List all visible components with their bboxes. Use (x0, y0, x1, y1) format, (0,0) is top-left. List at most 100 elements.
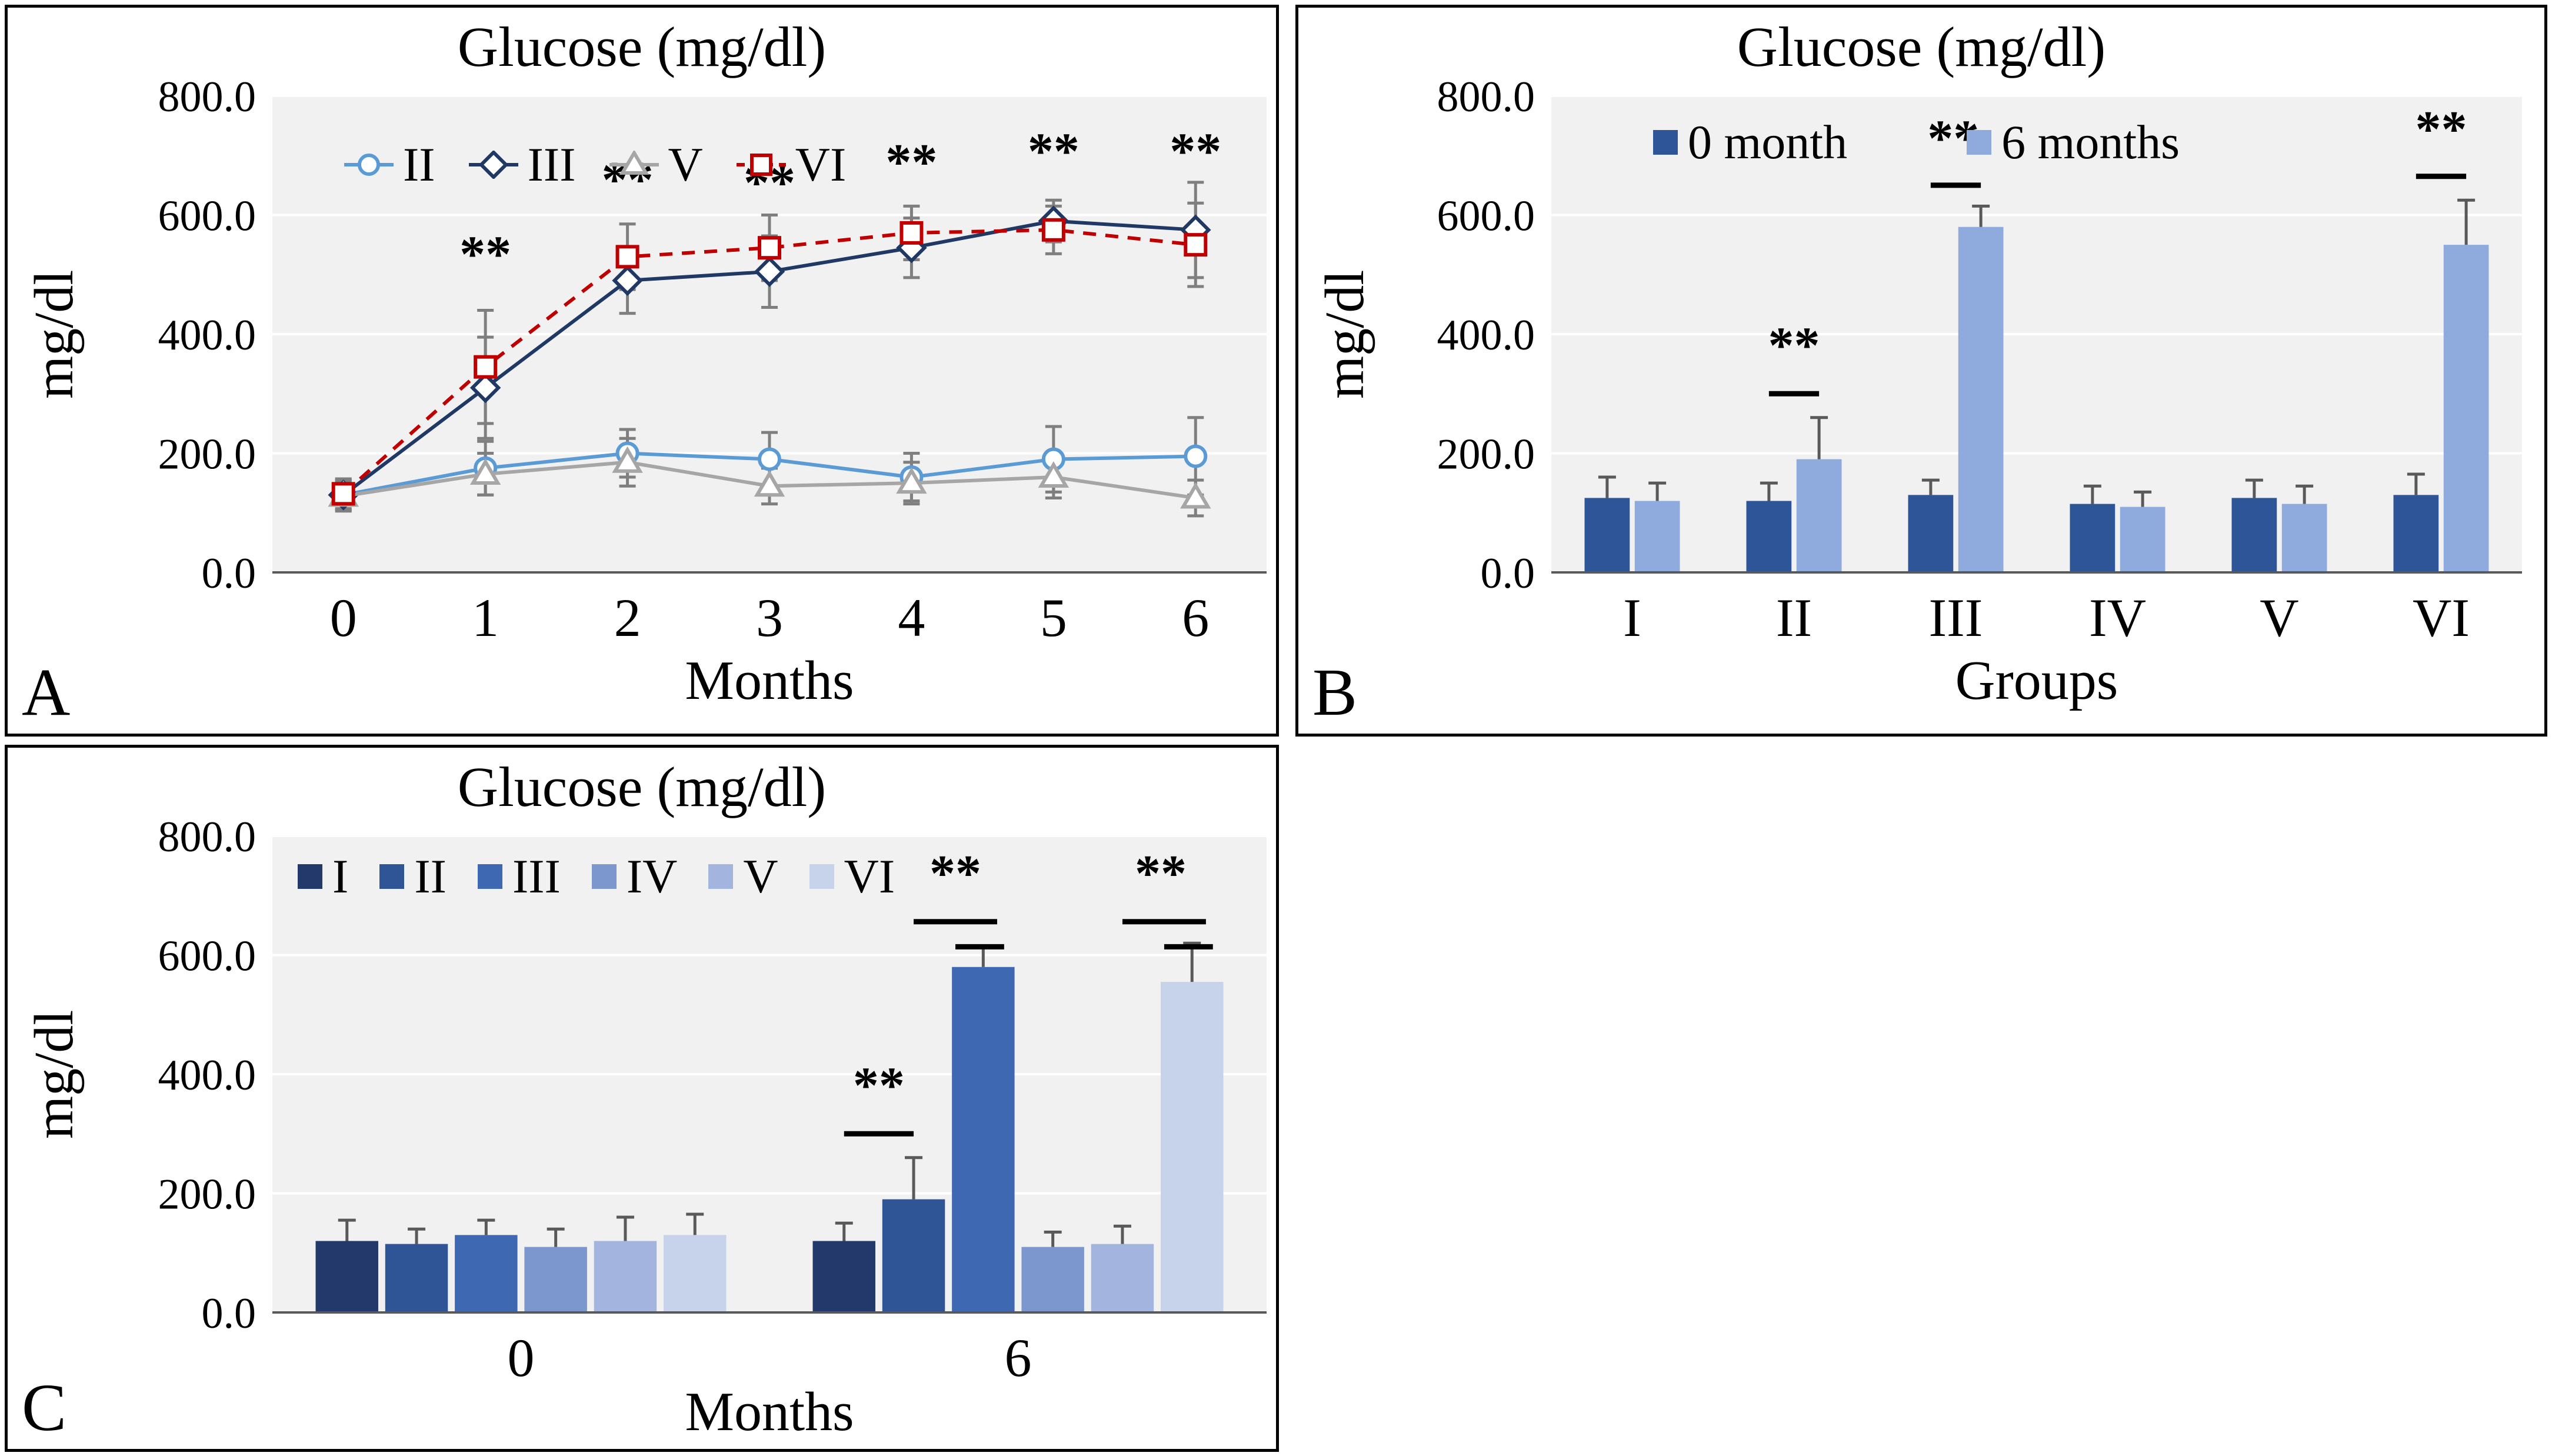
bar-6 months-IV (2120, 507, 2165, 572)
legend-label: III (512, 849, 561, 903)
series-VI (331, 218, 1208, 506)
panel-letter: C (22, 1370, 67, 1445)
gridlines (272, 835, 1267, 1195)
svg-text:**: ** (1170, 124, 1221, 181)
legend-label: 0 month (1688, 115, 1848, 169)
bar-6 months-I (1634, 501, 1680, 572)
bars (315, 967, 1224, 1312)
legend-item-V: V (608, 137, 703, 192)
legend-label: III (527, 138, 576, 191)
error-bars (1598, 198, 2476, 507)
legend-marker-I (298, 864, 322, 889)
legend-marker-V (708, 864, 734, 889)
legend-item-6 months: 6 months (1965, 115, 2180, 170)
svg-text:1: 1 (472, 588, 499, 648)
svg-text:**: ** (885, 134, 937, 191)
bars (1584, 226, 2489, 572)
panel-letter: A (22, 655, 71, 729)
svg-text:600.0: 600.0 (158, 192, 256, 241)
error-bars (338, 941, 1201, 1247)
legend-label: II (403, 138, 435, 191)
svg-text:0.0: 0.0 (202, 1290, 256, 1338)
legend-item-III: III (468, 137, 576, 192)
y-axis-label: mg/dl (1314, 269, 1375, 399)
svg-text:**: ** (459, 226, 511, 284)
x-tick-labels: 0 1 2 3 4 5 6 (330, 588, 1210, 648)
svg-text:6: 6 (1005, 1328, 1032, 1388)
legend-label: VI (844, 849, 895, 903)
svg-text:0: 0 (330, 588, 357, 648)
svg-text:400.0: 400.0 (158, 311, 256, 359)
legend-label: VI (795, 138, 847, 191)
legend-marker-IV (591, 864, 617, 889)
bar-VI-0 (664, 1235, 727, 1312)
svg-text:0.0: 0.0 (202, 549, 256, 598)
panel-letter: B (1312, 655, 1358, 729)
x-axis-label: Groups (1955, 650, 2118, 711)
bar-VI-6 (1161, 982, 1224, 1312)
svg-text:**: ** (1135, 845, 1187, 902)
y-axis-label: mg/dl (24, 1009, 85, 1139)
legend-marker-6 months (1967, 130, 1992, 155)
bar-III-0 (455, 1235, 518, 1312)
bar-II-0 (385, 1244, 448, 1312)
legend-item-II: II (378, 849, 447, 904)
svg-text:5: 5 (1040, 588, 1067, 648)
bar-V-6 (1091, 1244, 1154, 1312)
gridlines (1551, 95, 2522, 455)
bar-6 months-II (1796, 459, 1842, 572)
svg-text:**: ** (1768, 318, 1820, 375)
legend-marker-VI (736, 154, 786, 176)
legend-marker-III (468, 151, 518, 179)
y-tick-labels: 0.0 200.0 400.0 600.0 800.0 (1437, 73, 1535, 598)
bar-0 month-V (2231, 498, 2277, 572)
legend: I II III IV V VI (296, 849, 1267, 904)
svg-text:200.0: 200.0 (158, 1171, 256, 1219)
bar-0 month-II (1746, 501, 1792, 572)
chart-title: Glucose (mg/dl) (1737, 15, 2106, 78)
significance-annotations: **** ** (1768, 101, 2467, 397)
bar-0 month-IV (2070, 504, 2115, 572)
bar-I-6 (812, 1241, 875, 1312)
chart-title: Glucose (mg/dl) (457, 15, 827, 78)
svg-text:3: 3 (756, 588, 783, 648)
bar-IV-0 (524, 1247, 587, 1312)
panel-a: 0.0 200.0 400.0 600.0 800.0 0 1 2 3 4 5 6 ** ** ** ** **… (5, 5, 1279, 737)
legend-item-VI: VI (808, 849, 895, 904)
svg-text:200.0: 200.0 (1437, 431, 1535, 479)
legend-item-III: III (476, 849, 561, 904)
legend-label: IV (626, 849, 678, 903)
svg-text:0.0: 0.0 (1481, 549, 1535, 598)
y-axis-label: mg/dl (24, 269, 85, 399)
svg-text:VI: VI (2413, 588, 2470, 648)
svg-text:400.0: 400.0 (158, 1051, 256, 1100)
svg-text:800.0: 800.0 (158, 813, 256, 861)
svg-text:IV: IV (2089, 588, 2146, 648)
bar-IV-6 (1021, 1247, 1084, 1312)
legend-marker-II (379, 864, 405, 889)
legend-item-0 month: 0 month (1651, 115, 1847, 170)
bar-I-0 (315, 1241, 378, 1312)
x-tick-labels: I II III IV V VI (1623, 588, 2470, 648)
bar-6 months-VI (2443, 245, 2489, 572)
legend-item-V: V (707, 849, 778, 904)
legend-item-IV: IV (590, 849, 678, 904)
bar-II-6 (882, 1199, 945, 1312)
y-tick-labels: 0.0 200.0 400.0 600.0 800.0 (158, 73, 256, 598)
svg-text:4: 4 (898, 588, 925, 648)
svg-text:**: ** (929, 845, 981, 902)
legend: 0 month 6 months (1651, 115, 2522, 170)
legend-item-II: II (343, 137, 435, 192)
legend-marker-VI (809, 864, 834, 889)
legend-marker-II (344, 154, 394, 176)
svg-text:V: V (2260, 588, 2298, 648)
legend-label: 6 months (2001, 115, 2180, 169)
legend-label: I (332, 849, 349, 903)
svg-text:**: ** (1028, 124, 1080, 181)
legend-item-I: I (296, 849, 348, 904)
svg-text:II: II (1776, 588, 1812, 648)
legend-marker-III (477, 864, 502, 889)
